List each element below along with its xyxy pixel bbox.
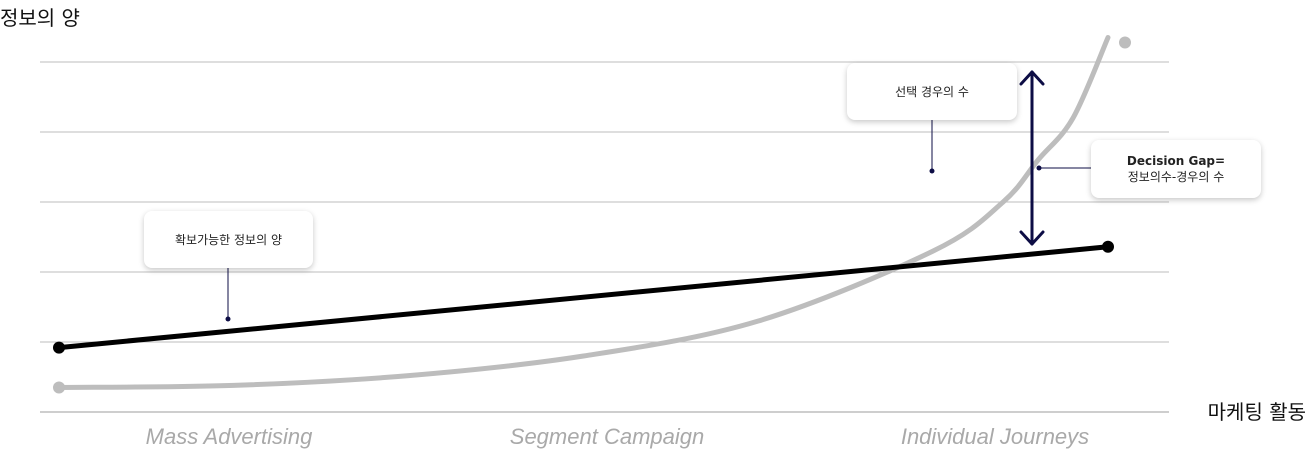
series-point-information-amount-end [1102, 240, 1114, 253]
category-label-individual-journeys: Individual Journeys [900, 424, 1090, 449]
y-axis-label: 정보의 양 [0, 6, 80, 30]
leader-dot-decision-gap [1036, 165, 1042, 171]
category-label-segment-campaign: Segment Campaign [509, 424, 705, 449]
leader-dot-choice-count [929, 168, 935, 174]
leader-dot-information-amount [225, 316, 231, 322]
callout-information-amount-label: 확보가능한 정보의 양 [175, 233, 282, 247]
callout-choice-count: 선택 경우의 수 [847, 63, 1017, 120]
callout-decision-gap: Decision Gap= 정보의수-경우의 수 [1091, 140, 1261, 198]
decision-gap-title: Decision Gap= [1126, 153, 1226, 168]
x-axis-label: 마케팅 활동 [1207, 400, 1306, 424]
series-line-choice-count [56, 35, 1111, 390]
series-point-choice-count-start [53, 381, 65, 394]
decision-gap-formula: 정보의수-경우의 수 [1127, 169, 1225, 184]
series-point-choice-count-end [1119, 36, 1131, 49]
decision-gap-arrow-head-bottom [1019, 230, 1045, 246]
series-point-information-amount-start [53, 341, 65, 354]
callout-choice-count-label: 선택 경우의 수 [895, 85, 969, 99]
callout-information-amount: 확보가능한 정보의 양 [144, 211, 313, 268]
category-label-mass-advertising: Mass Advertising [145, 424, 313, 449]
decision-gap-arrow-head-top [1019, 70, 1045, 86]
series-line-information-amount [56, 244, 1111, 351]
